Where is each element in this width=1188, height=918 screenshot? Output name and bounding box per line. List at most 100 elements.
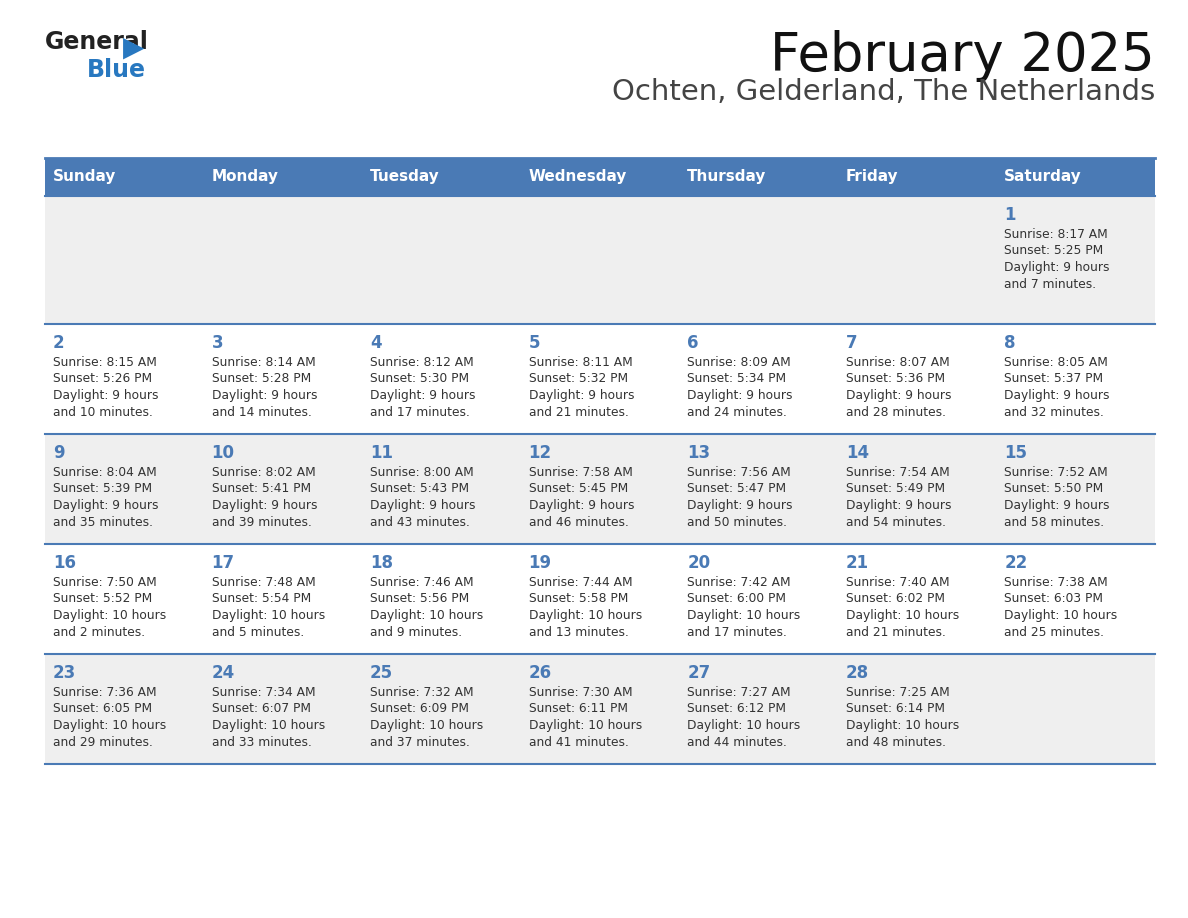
Text: 8: 8 xyxy=(1004,334,1016,352)
Text: 21: 21 xyxy=(846,554,868,572)
Text: and 2 minutes.: and 2 minutes. xyxy=(53,625,145,639)
Text: Daylight: 10 hours: Daylight: 10 hours xyxy=(53,719,166,732)
Text: Friday: Friday xyxy=(846,170,898,185)
Text: 5: 5 xyxy=(529,334,541,352)
Text: and 48 minutes.: and 48 minutes. xyxy=(846,735,946,748)
Text: Sunrise: 7:34 AM: Sunrise: 7:34 AM xyxy=(211,686,315,699)
Text: 20: 20 xyxy=(687,554,710,572)
Text: and 46 minutes.: and 46 minutes. xyxy=(529,516,628,529)
Text: Sunrise: 7:44 AM: Sunrise: 7:44 AM xyxy=(529,576,632,589)
Text: Sunrise: 7:32 AM: Sunrise: 7:32 AM xyxy=(371,686,474,699)
Text: Sunrise: 8:00 AM: Sunrise: 8:00 AM xyxy=(371,466,474,479)
Text: Wednesday: Wednesday xyxy=(529,170,627,185)
Text: Daylight: 9 hours: Daylight: 9 hours xyxy=(211,389,317,402)
Text: February 2025: February 2025 xyxy=(770,30,1155,82)
Text: and 28 minutes.: and 28 minutes. xyxy=(846,406,946,419)
Text: Sunset: 6:14 PM: Sunset: 6:14 PM xyxy=(846,702,944,715)
Text: 3: 3 xyxy=(211,334,223,352)
Bar xyxy=(45,654,1155,764)
Text: Sunset: 5:50 PM: Sunset: 5:50 PM xyxy=(1004,483,1104,496)
Text: Daylight: 9 hours: Daylight: 9 hours xyxy=(1004,499,1110,512)
Text: Daylight: 9 hours: Daylight: 9 hours xyxy=(846,389,952,402)
Text: Daylight: 9 hours: Daylight: 9 hours xyxy=(687,389,792,402)
Text: Sunset: 5:52 PM: Sunset: 5:52 PM xyxy=(53,592,152,606)
Text: 23: 23 xyxy=(53,664,76,682)
Text: Blue: Blue xyxy=(87,58,146,82)
Bar xyxy=(45,324,1155,434)
Bar xyxy=(45,196,1155,324)
Text: Daylight: 10 hours: Daylight: 10 hours xyxy=(371,719,484,732)
Text: and 13 minutes.: and 13 minutes. xyxy=(529,625,628,639)
Text: Daylight: 9 hours: Daylight: 9 hours xyxy=(529,499,634,512)
Text: Sunrise: 7:42 AM: Sunrise: 7:42 AM xyxy=(687,576,791,589)
Text: and 33 minutes.: and 33 minutes. xyxy=(211,735,311,748)
Text: Sunrise: 8:09 AM: Sunrise: 8:09 AM xyxy=(687,356,791,369)
Text: Sunrise: 7:52 AM: Sunrise: 7:52 AM xyxy=(1004,466,1108,479)
Text: and 9 minutes.: and 9 minutes. xyxy=(371,625,462,639)
Text: and 54 minutes.: and 54 minutes. xyxy=(846,516,946,529)
Text: 28: 28 xyxy=(846,664,868,682)
Text: Daylight: 10 hours: Daylight: 10 hours xyxy=(687,609,801,622)
Text: Daylight: 10 hours: Daylight: 10 hours xyxy=(371,609,484,622)
Text: 24: 24 xyxy=(211,664,235,682)
Text: Sunset: 5:36 PM: Sunset: 5:36 PM xyxy=(846,373,944,386)
Text: Sunset: 6:12 PM: Sunset: 6:12 PM xyxy=(687,702,786,715)
Text: Daylight: 9 hours: Daylight: 9 hours xyxy=(1004,261,1110,274)
Text: and 58 minutes.: and 58 minutes. xyxy=(1004,516,1105,529)
Text: Sunset: 6:11 PM: Sunset: 6:11 PM xyxy=(529,702,627,715)
Text: and 10 minutes.: and 10 minutes. xyxy=(53,406,153,419)
Text: General: General xyxy=(45,30,148,54)
Text: Daylight: 9 hours: Daylight: 9 hours xyxy=(371,499,475,512)
Text: and 29 minutes.: and 29 minutes. xyxy=(53,735,153,748)
Text: Sunrise: 8:14 AM: Sunrise: 8:14 AM xyxy=(211,356,315,369)
Text: and 50 minutes.: and 50 minutes. xyxy=(687,516,788,529)
Text: Sunset: 5:56 PM: Sunset: 5:56 PM xyxy=(371,592,469,606)
Text: Sunrise: 7:36 AM: Sunrise: 7:36 AM xyxy=(53,686,157,699)
Text: Sunrise: 8:15 AM: Sunrise: 8:15 AM xyxy=(53,356,157,369)
Text: 26: 26 xyxy=(529,664,551,682)
Text: and 32 minutes.: and 32 minutes. xyxy=(1004,406,1104,419)
Text: Sunset: 5:41 PM: Sunset: 5:41 PM xyxy=(211,483,310,496)
Text: Daylight: 10 hours: Daylight: 10 hours xyxy=(53,609,166,622)
Text: Sunset: 6:00 PM: Sunset: 6:00 PM xyxy=(687,592,786,606)
Text: Sunrise: 8:12 AM: Sunrise: 8:12 AM xyxy=(371,356,474,369)
Text: 6: 6 xyxy=(687,334,699,352)
Text: Sunrise: 7:56 AM: Sunrise: 7:56 AM xyxy=(687,466,791,479)
Text: Daylight: 9 hours: Daylight: 9 hours xyxy=(846,499,952,512)
Text: and 17 minutes.: and 17 minutes. xyxy=(687,625,788,639)
Text: Sunrise: 7:58 AM: Sunrise: 7:58 AM xyxy=(529,466,632,479)
Text: Sunrise: 7:48 AM: Sunrise: 7:48 AM xyxy=(211,576,315,589)
Text: Sunset: 6:03 PM: Sunset: 6:03 PM xyxy=(1004,592,1104,606)
Text: Daylight: 10 hours: Daylight: 10 hours xyxy=(211,609,324,622)
Text: 22: 22 xyxy=(1004,554,1028,572)
Text: Tuesday: Tuesday xyxy=(371,170,440,185)
Text: Sunday: Sunday xyxy=(53,170,116,185)
Text: Thursday: Thursday xyxy=(687,170,766,185)
Text: Sunset: 5:39 PM: Sunset: 5:39 PM xyxy=(53,483,152,496)
Text: Sunrise: 7:38 AM: Sunrise: 7:38 AM xyxy=(1004,576,1108,589)
Text: 15: 15 xyxy=(1004,444,1028,462)
Text: and 41 minutes.: and 41 minutes. xyxy=(529,735,628,748)
Text: 19: 19 xyxy=(529,554,551,572)
Text: Sunrise: 8:07 AM: Sunrise: 8:07 AM xyxy=(846,356,949,369)
Text: Sunset: 5:45 PM: Sunset: 5:45 PM xyxy=(529,483,628,496)
Text: 7: 7 xyxy=(846,334,858,352)
Text: Sunset: 5:30 PM: Sunset: 5:30 PM xyxy=(371,373,469,386)
Text: Daylight: 9 hours: Daylight: 9 hours xyxy=(529,389,634,402)
Text: Daylight: 9 hours: Daylight: 9 hours xyxy=(211,499,317,512)
Text: Sunset: 5:54 PM: Sunset: 5:54 PM xyxy=(211,592,311,606)
Text: 25: 25 xyxy=(371,664,393,682)
Text: 14: 14 xyxy=(846,444,868,462)
Text: 1: 1 xyxy=(1004,206,1016,224)
Text: and 21 minutes.: and 21 minutes. xyxy=(529,406,628,419)
Text: Sunrise: 7:25 AM: Sunrise: 7:25 AM xyxy=(846,686,949,699)
Text: Sunset: 5:49 PM: Sunset: 5:49 PM xyxy=(846,483,944,496)
Text: Daylight: 10 hours: Daylight: 10 hours xyxy=(846,719,959,732)
Text: and 37 minutes.: and 37 minutes. xyxy=(371,735,470,748)
Text: Sunrise: 7:54 AM: Sunrise: 7:54 AM xyxy=(846,466,949,479)
Text: Sunset: 6:07 PM: Sunset: 6:07 PM xyxy=(211,702,310,715)
Text: and 35 minutes.: and 35 minutes. xyxy=(53,516,153,529)
Text: 13: 13 xyxy=(687,444,710,462)
Text: Sunset: 6:05 PM: Sunset: 6:05 PM xyxy=(53,702,152,715)
Text: Sunset: 5:47 PM: Sunset: 5:47 PM xyxy=(687,483,786,496)
